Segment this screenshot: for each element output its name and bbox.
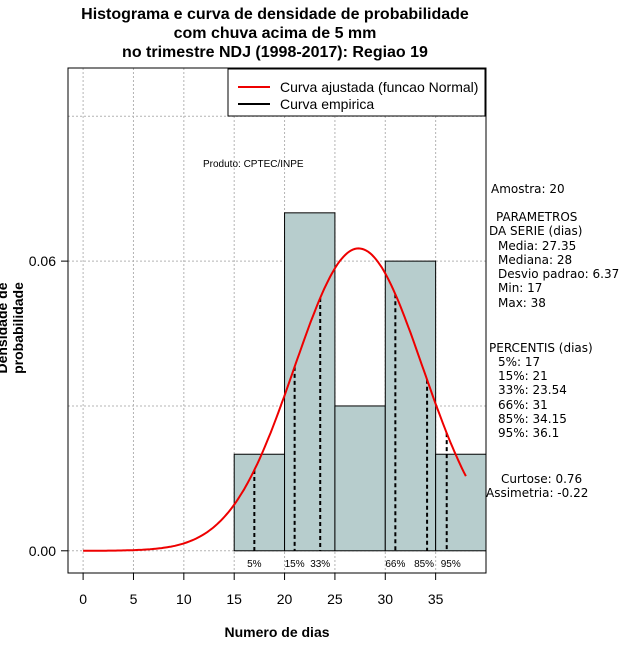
chart-title-line-1: Histograma e curva de densidade de proba… bbox=[81, 6, 469, 23]
legend-box bbox=[227, 68, 486, 117]
histogram-bar-1 bbox=[284, 212, 336, 552]
x-tick-label-4: 20 bbox=[277, 591, 293, 607]
legend: Curva ajustada (funcao Normal) Curva emp… bbox=[227, 68, 486, 117]
stat-mediana: Mediana: 28 bbox=[498, 253, 573, 267]
percentile-label-2: 33% bbox=[310, 559, 330, 570]
percentil-85: 85%: 34.15 bbox=[498, 412, 567, 426]
y-axis-label: Densidade de probabilidade bbox=[0, 282, 26, 374]
percentil-5: 5%: 17 bbox=[498, 355, 541, 369]
x-tick-label-3: 15 bbox=[226, 591, 242, 607]
x-tick-label-7: 35 bbox=[428, 591, 444, 607]
legend-label-fitted: Curva ajustada (funcao Normal) bbox=[280, 79, 478, 95]
y-tick-label-1: 0.06 bbox=[29, 253, 56, 269]
stat-media: Media: 27.35 bbox=[498, 239, 577, 253]
params-title-2: DA SERIE (dias) bbox=[489, 224, 583, 238]
x-tick-label-6: 30 bbox=[377, 591, 393, 607]
percentil-95: 95%: 36.1 bbox=[498, 426, 560, 440]
percentil-15: 15%: 21 bbox=[498, 369, 548, 383]
stat-desvio: Desvio padrao: 6.37 bbox=[498, 267, 620, 281]
stat-curtose: Curtose: 0.76 bbox=[501, 472, 583, 486]
histogram-bar-4 bbox=[435, 453, 487, 552]
histogram-bar-3 bbox=[384, 260, 437, 552]
params-title-1: PARAMETROS bbox=[496, 210, 578, 224]
fitted-normal-curve bbox=[83, 247, 467, 552]
stat-assimetria: Assimetria: -0.22 bbox=[486, 486, 589, 500]
histogram-bar-0 bbox=[233, 453, 286, 552]
x-axis-label: Numero de dias bbox=[224, 624, 330, 640]
stat-min: Min: 17 bbox=[498, 281, 543, 295]
sample-size: Amostra: 20 bbox=[491, 182, 565, 196]
x-tick-label-0: 0 bbox=[79, 591, 87, 607]
percentile-label-4: 85% bbox=[414, 559, 434, 570]
percentile-label-5: 95% bbox=[441, 559, 461, 570]
percentile-label-0: 5% bbox=[247, 559, 262, 570]
y-tick-label-0: 0.00 bbox=[29, 543, 56, 559]
x-tick-label-5: 25 bbox=[327, 591, 343, 607]
product-credit: Produto: CPTEC/INPE bbox=[203, 159, 304, 170]
percentil-33: 33%: 23.54 bbox=[498, 383, 567, 397]
chart-title-line-2: com chuva acima de 5 mm bbox=[173, 25, 377, 42]
percentis-title: PERCENTIS (dias) bbox=[489, 341, 593, 355]
x-tick-label-2: 10 bbox=[176, 591, 192, 607]
histogram-bar-2 bbox=[334, 405, 386, 552]
x-tick-label-1: 5 bbox=[130, 591, 138, 607]
stat-max: Max: 38 bbox=[498, 296, 546, 310]
chart-title-line-3: no trimestre NDJ (1998-2017): Regiao 19 bbox=[122, 44, 428, 61]
legend-label-empirical: Curva empirica bbox=[280, 96, 374, 112]
percentile-label-1: 15% bbox=[285, 559, 305, 570]
percentile-label-3: 66% bbox=[385, 559, 405, 570]
percentil-66: 66%: 31 bbox=[498, 398, 548, 412]
